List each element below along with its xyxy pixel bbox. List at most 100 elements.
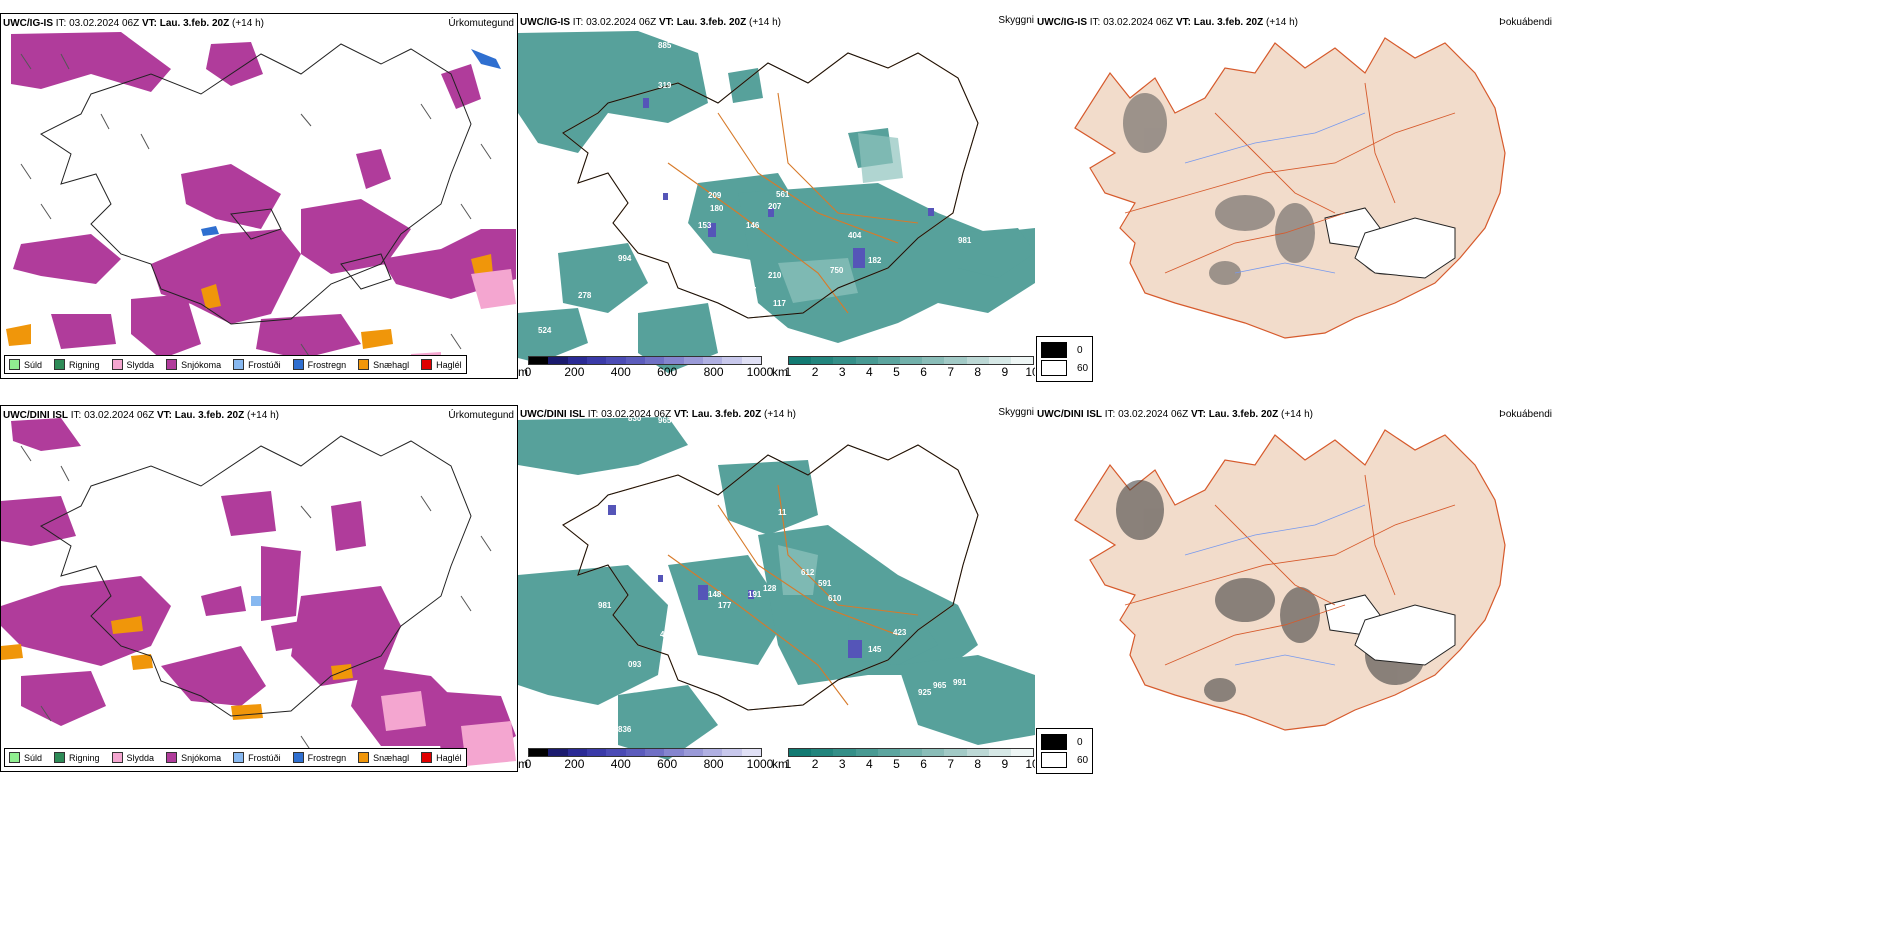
colorbar-cell <box>811 749 834 756</box>
colorbar-cell <box>644 749 665 756</box>
colorbar-tick: 6 <box>920 757 927 771</box>
vt-label: VT: <box>1190 409 1206 420</box>
cloud-base-label: 093 <box>628 660 642 669</box>
lead-time: (+14 h) <box>749 17 781 28</box>
cloud-base-label: 227 <box>743 286 757 295</box>
colorbar-cell <box>944 357 967 364</box>
legend-swatch <box>111 359 123 370</box>
cloud-base-label: 11 <box>778 508 787 517</box>
legend-label: Súld <box>24 359 43 370</box>
fog-legend-swatch <box>1041 752 1067 768</box>
colorbar-cell <box>988 357 1011 364</box>
cloud-base-label: 561 <box>776 190 790 199</box>
cloud-base-unit: m <box>518 757 528 771</box>
colorbar-tick: 9 <box>1001 365 1009 379</box>
colorbar-cell <box>877 749 900 756</box>
colorbar-tick: 5 <box>893 365 900 379</box>
cloud-base-label: 994 <box>618 254 632 263</box>
cloud-base-label: 416 <box>668 236 682 245</box>
colorbar-tick: 600 <box>657 757 678 771</box>
colorbar-cell <box>548 357 568 364</box>
panel-title-precip: Úrkomutegund <box>448 18 514 29</box>
vt-value: Lau. 3.feb. 20Z <box>676 17 747 28</box>
colorbar-tick: 200 <box>564 757 585 771</box>
cloud-base-label: 926 <box>678 420 692 429</box>
legend-item: Súld <box>9 359 42 370</box>
legend-label: Slydda <box>126 359 155 370</box>
legend-swatch <box>358 752 370 763</box>
legend-label: Slydda <box>126 752 155 763</box>
legend-label: Frostúði <box>248 359 281 370</box>
visibility-strip <box>788 748 1034 757</box>
cloud-base-label: 182 <box>868 256 882 265</box>
colorbar-cell <box>683 749 703 756</box>
precip-type-panel-bottom: UWC/DINI ISL IT: 03.02.2024 06Z VT: Lau.… <box>0 405 518 772</box>
vt-label: VT: <box>1175 17 1191 28</box>
colorbar-tick: 1000 <box>746 365 774 379</box>
vt-value: Lau. 3.feb. 20Z <box>174 410 245 421</box>
it-value: 03.02.2024 06Z <box>586 17 657 28</box>
cloud-base-label: 965 <box>933 681 947 690</box>
colorbar-cell <box>922 357 945 364</box>
colorbar-cell <box>529 749 549 756</box>
it-label: IT: <box>587 409 599 420</box>
legend-label: Snjókoma <box>181 359 222 370</box>
model-name: UWC/IG-IS <box>1037 17 1087 28</box>
legend-item: Rigning <box>54 359 100 370</box>
cloud-base-label: 117 <box>773 299 786 308</box>
colorbar-cell <box>811 357 834 364</box>
panel-title-precip: Úrkomutegund <box>448 410 514 421</box>
colorbar-cell <box>567 357 587 364</box>
legend-item: Frostúði <box>233 359 281 370</box>
fog-map-bottom <box>1074 429 1506 731</box>
vt-value: Lau. 3.feb. 20Z <box>1193 17 1264 28</box>
cloud-base-label: 981 <box>958 236 972 245</box>
run-header-top-precip: UWC/IG-IS IT: 03.02.2024 06Z VT: Lau. 3.… <box>3 18 264 29</box>
cloud-base-label: 965 <box>658 416 672 425</box>
fog-legend-label: 0 <box>1077 344 1083 356</box>
precip-legend-top: Súld Rigning Slydda Snjókoma Frostúði Fr… <box>4 355 467 374</box>
colorbar-tick: 200 <box>564 365 585 379</box>
fog-panel-top: UWC/IG-IS IT: 03.02.2024 06Z VT: Lau. 3.… <box>1035 13 1555 379</box>
lead-time: (+14 h) <box>247 410 279 421</box>
legend-item: Frostregn <box>292 752 346 763</box>
cloud-base-label: 177 <box>718 601 732 610</box>
colorbar-tick: 6 <box>920 365 927 379</box>
legend-swatch <box>9 752 20 763</box>
legend-swatch <box>54 752 66 763</box>
colorbar-cell <box>988 749 1011 756</box>
colorbar-tick: 1 <box>784 757 792 771</box>
cloud-base-colorbar-bottom: m 0 200 400 600 800 1000 <box>518 745 773 775</box>
fog-legend-label: 60 <box>1077 362 1089 374</box>
fog-legend-label: 60 <box>1077 754 1089 766</box>
model-name: UWC/DINI ISL <box>520 409 585 420</box>
legend-swatch <box>292 752 304 763</box>
colorbar-cell <box>722 357 742 364</box>
colorbar-cell <box>789 357 812 364</box>
colorbar-cell <box>722 749 742 756</box>
precip-type-panel-top: UWC/IG-IS IT: 03.02.2024 06Z VT: Lau. 3.… <box>0 13 518 379</box>
legend-label: Súld <box>24 752 43 763</box>
legend-label: Snæhagl <box>373 359 410 370</box>
legend-label: Rigning <box>69 752 100 763</box>
legend-item: Súld <box>9 752 42 763</box>
cloud-base-label: 916 <box>613 14 627 23</box>
colorbar-cell <box>855 357 878 364</box>
colorbar-tick: 400 <box>610 757 631 771</box>
colorbar-cell <box>586 749 607 756</box>
colorbar-cell <box>966 357 989 364</box>
it-label: IT: <box>1104 409 1116 420</box>
cloud-base-label: 423 <box>893 628 907 637</box>
legend-swatch <box>421 752 433 763</box>
legend-swatch <box>292 359 304 370</box>
colorbar-tick: 4 <box>865 365 873 379</box>
vt-value: Lau. 3.feb. 20Z <box>691 409 762 420</box>
panel-title-fog: Þokuábendi <box>1499 409 1552 420</box>
fog-map-top <box>1074 37 1506 339</box>
fog-legend-swatch <box>1041 342 1067 358</box>
colorbar-tick: 9 <box>1001 757 1009 771</box>
panel-title-fog: Þokuábendi <box>1499 17 1552 28</box>
fog-panel-bottom: UWC/DINI ISL IT: 03.02.2024 06Z VT: Lau.… <box>1035 405 1555 772</box>
panel-title-visibility: Skyggni <box>998 15 1034 26</box>
cloud-base-label: 981 <box>598 601 612 610</box>
